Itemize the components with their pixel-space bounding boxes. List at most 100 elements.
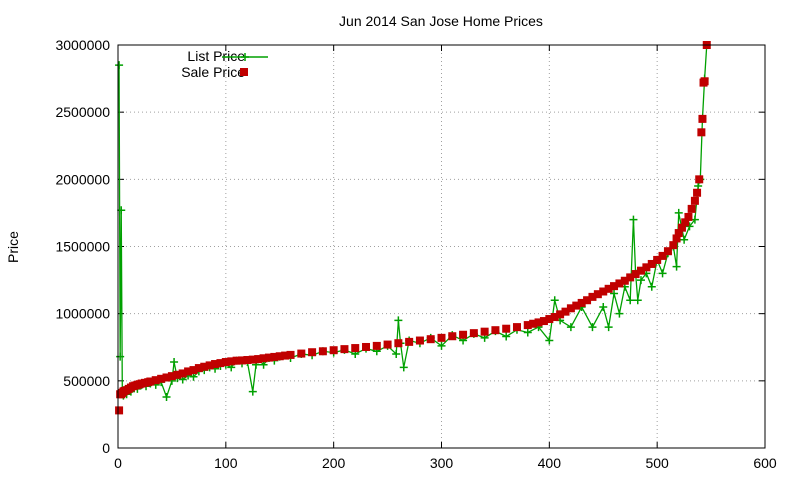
- sale-price-point: [599, 287, 608, 296]
- sale-price-point: [653, 255, 662, 264]
- legend-label-list-price: List Price: [187, 48, 245, 64]
- sale-price-point: [647, 259, 656, 268]
- sale-price-point: [620, 276, 629, 285]
- x-tick-label: 300: [430, 455, 454, 471]
- sale-price-point: [259, 354, 268, 363]
- sale-price-point: [669, 241, 678, 250]
- x-tick-label: 200: [322, 455, 346, 471]
- sale-price-point: [286, 350, 295, 359]
- sale-price-point: [697, 128, 706, 137]
- list-price-point: [674, 208, 683, 217]
- sale-price-point: [604, 284, 613, 293]
- sale-price-point: [194, 364, 203, 373]
- list-price-point: [566, 323, 575, 332]
- sale-price-point: [232, 356, 241, 365]
- sale-price-point: [695, 175, 704, 184]
- series: [115, 41, 711, 415]
- list-price-point: [647, 282, 656, 291]
- list-price-point: [394, 316, 403, 325]
- y-tick-label: 2500000: [55, 104, 110, 120]
- sale-price-point: [264, 353, 273, 362]
- sale-price-point: [593, 290, 602, 299]
- sale-price-point: [561, 307, 570, 316]
- list-price-point: [680, 235, 689, 244]
- list-price-point: [170, 358, 179, 367]
- x-tick-label: 400: [538, 455, 562, 471]
- sale-price-point: [205, 361, 214, 370]
- sale-price-point: [642, 263, 651, 272]
- sale-price-point: [162, 373, 171, 382]
- list-price-point: [599, 302, 608, 311]
- sale-price-point: [512, 323, 521, 332]
- sale-price-point: [556, 310, 565, 319]
- sale-price-point: [248, 355, 257, 364]
- grid: [118, 45, 765, 448]
- sale-price-point: [610, 282, 619, 291]
- sale-price-point: [588, 292, 597, 301]
- chart-title: Jun 2014 San Jose Home Prices: [339, 13, 543, 29]
- sale-price-point: [270, 352, 279, 361]
- sale-price-point: [626, 273, 635, 282]
- sale-price-point: [227, 357, 236, 366]
- sale-price-point: [523, 321, 532, 330]
- sale-price-point: [572, 301, 581, 310]
- sale-price-point: [281, 351, 290, 360]
- list-price-point: [437, 341, 446, 350]
- y-tick-label: 500000: [63, 373, 110, 389]
- list-price-point: [685, 222, 694, 231]
- sale-price-point: [351, 344, 360, 353]
- legend-marker-sale-price: [240, 68, 248, 76]
- sale-price-point: [184, 367, 193, 376]
- sale-price-point: [254, 355, 263, 364]
- sale-price-point: [189, 366, 198, 375]
- list-price-point: [633, 296, 642, 305]
- sale-price-point: [394, 339, 403, 348]
- sale-price-point: [550, 313, 559, 322]
- list-price-point: [189, 372, 198, 381]
- y-tick-label: 2000000: [55, 171, 110, 187]
- sale-price-point: [173, 370, 182, 379]
- sale-price-point: [405, 337, 414, 346]
- sale-price-point: [362, 342, 371, 351]
- list-price-point: [615, 309, 624, 318]
- sale-price-point: [577, 298, 586, 307]
- y-tick-label: 3000000: [55, 37, 110, 53]
- sale-price-point: [684, 212, 693, 221]
- list-price-point: [523, 328, 532, 337]
- list-price-point: [588, 323, 597, 332]
- list-price-point: [115, 61, 124, 70]
- sale-price-point: [178, 369, 187, 378]
- sale-price-point: [308, 348, 317, 357]
- y-tick-label: 1000000: [55, 306, 110, 322]
- list-price-point: [626, 296, 635, 305]
- sale-price-point: [157, 374, 166, 383]
- sale-price-point: [469, 329, 478, 338]
- sale-price-point: [674, 229, 683, 238]
- sale-price-point: [658, 251, 667, 260]
- list-price-point: [399, 363, 408, 372]
- list-price-point: [116, 352, 125, 361]
- list-price-point: [610, 289, 619, 298]
- sale-price-point: [566, 304, 575, 313]
- sale-price-point: [211, 360, 220, 369]
- y-axis-label: Price: [5, 231, 21, 263]
- plot-frame: [117, 44, 766, 449]
- list-price-point: [658, 269, 667, 278]
- sale-price-point: [151, 376, 160, 385]
- sale-price-point: [318, 347, 327, 356]
- sale-price-point: [677, 223, 686, 232]
- sale-price-point: [437, 333, 446, 342]
- sale-price-point: [583, 296, 592, 305]
- list-price-point: [502, 332, 511, 341]
- sale-price-point: [243, 356, 252, 365]
- list-price-point: [550, 296, 559, 305]
- sale-price-point: [448, 332, 457, 341]
- sale-price-point: [687, 204, 696, 213]
- y-tick-label: 1500000: [55, 239, 110, 255]
- sale-price-point: [545, 315, 554, 324]
- list-price-point: [604, 323, 613, 332]
- list-price-point: [629, 215, 638, 224]
- sale-price-point: [115, 406, 124, 415]
- list-price-point: [545, 336, 554, 345]
- x-tick-label: 500: [645, 455, 669, 471]
